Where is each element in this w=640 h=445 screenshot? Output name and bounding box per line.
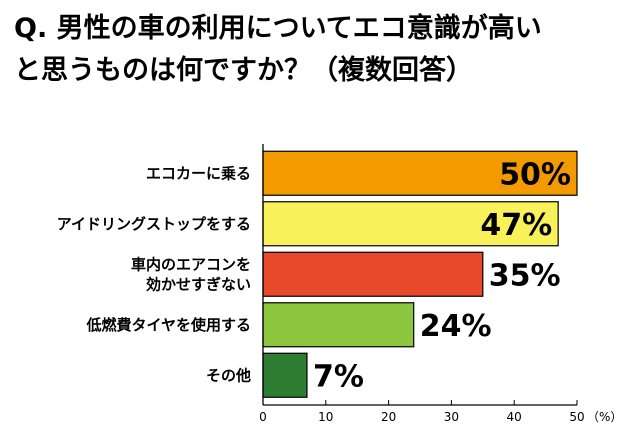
bar-5: [262, 352, 308, 398]
x-tick-label-30: 30: [444, 410, 459, 424]
x-tick-label-40: 40: [507, 410, 522, 424]
x-tick-label-20: 20: [381, 410, 396, 424]
category-label-3-line-2: 効かせすぎない: [146, 275, 251, 293]
bar-1: [262, 150, 578, 196]
chart-title: Q. 男性の車の利用についてエコ意識が高い と思うものは何ですか？（複数回答）: [14, 8, 626, 92]
value-label-1: 50%: [499, 157, 571, 192]
category-label-5: その他: [206, 366, 251, 384]
title-line-2: と思うものは何ですか？（複数回答）: [14, 55, 473, 86]
category-label-3-line-1: 車内のエアコンを: [131, 255, 251, 273]
bar-4: [262, 302, 415, 348]
value-label-5: 7%: [313, 359, 364, 394]
value-label-4: 24%: [420, 309, 492, 344]
category-label-2: アイドリングストップをする: [57, 215, 251, 233]
x-tick-label-0: 0: [259, 410, 267, 424]
category-label-1: エコカーに乗る: [146, 164, 251, 182]
title-line-1: Q. 男性の車の利用についてエコ意識が高い: [14, 13, 542, 44]
x-unit-label: （%）: [587, 410, 622, 424]
value-label-2: 47%: [480, 208, 552, 243]
x-tick-label-10: 10: [318, 410, 333, 424]
category-label-4: 低燃費タイヤを使用する: [85, 316, 251, 334]
bar-3: [262, 251, 484, 297]
x-tick-label-50: 50: [569, 410, 584, 424]
value-label-3: 35%: [489, 258, 561, 293]
